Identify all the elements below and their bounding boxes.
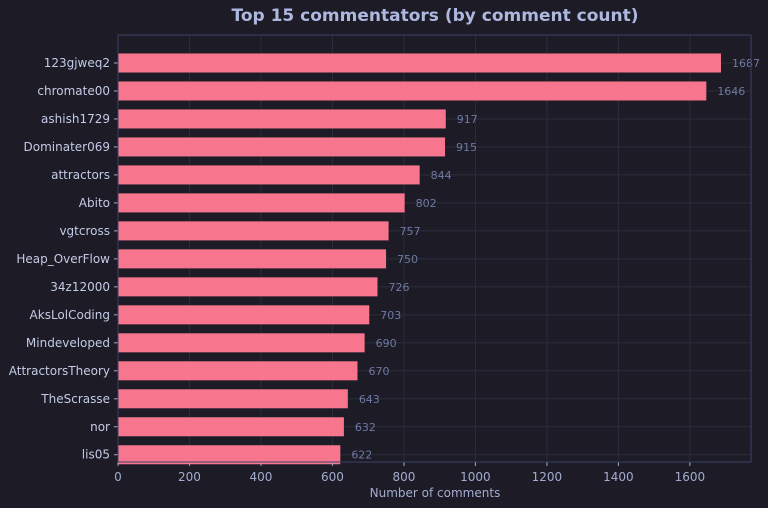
x-tick-label: 0 (114, 470, 122, 484)
data-label: 670 (368, 365, 389, 378)
y-tick-label: Heap_OverFlow (16, 252, 110, 266)
x-tick-label: 1200 (532, 470, 563, 484)
y-tick-label: ashish1729 (41, 112, 110, 126)
y-tick-label: TheScrasse (40, 392, 110, 406)
data-label: 1687 (732, 57, 760, 70)
data-label: 703 (380, 309, 401, 322)
data-label: 757 (400, 225, 421, 238)
x-tick-label: 1000 (460, 470, 491, 484)
data-label: 917 (457, 113, 478, 126)
x-tick-label: 200 (178, 470, 201, 484)
data-label: 690 (376, 337, 397, 350)
y-tick-label: Abito (79, 196, 110, 210)
data-label: 643 (359, 393, 380, 406)
bar (118, 81, 707, 101)
bar (118, 389, 348, 409)
data-label: 915 (456, 141, 477, 154)
bar (118, 193, 405, 213)
x-tick-label: 400 (250, 470, 273, 484)
bar (118, 445, 341, 465)
y-tick-label: AksLolCoding (30, 308, 110, 322)
y-tick-label: attractors (51, 168, 110, 182)
bar (118, 53, 721, 73)
data-label: 726 (388, 281, 409, 294)
y-axis-category-labels: 123gjweq2 chromate00 ashish1729 Dominater06… (9, 56, 118, 462)
y-tick-label: vgtcross (59, 224, 110, 238)
x-tick-label: 800 (392, 470, 415, 484)
bar (118, 109, 446, 129)
bar (118, 277, 378, 297)
plot-frame (117, 34, 752, 463)
chart-title: Top 15 commentators (by comment count) (232, 6, 639, 26)
x-tick-label: 1400 (603, 470, 634, 484)
data-label: 844 (431, 169, 452, 182)
y-tick-label: lis05 (82, 448, 110, 462)
bar (118, 221, 389, 241)
bar (118, 249, 387, 269)
bar (118, 333, 365, 353)
y-tick-label: AttractorsTheory (9, 364, 110, 378)
x-tick-label: 1600 (675, 470, 706, 484)
bar (118, 417, 344, 437)
y-tick-label: 123gjweq2 (44, 56, 110, 70)
data-labels: 1687 1646 917 915 844 802 757 750 726 703 690 670 64… (351, 57, 760, 462)
y-tick-label: Dominater069 (24, 140, 111, 154)
bars (118, 53, 721, 465)
x-tick-label: 600 (321, 470, 344, 484)
y-tick-label: chromate00 (37, 84, 110, 98)
data-label: 802 (416, 197, 437, 210)
bar (118, 361, 358, 381)
data-label: 622 (351, 449, 372, 462)
x-axis-ticks: 0 200 400 600 800 1000 1200 1400 1600 (114, 462, 705, 484)
bar (118, 165, 420, 185)
data-label: 632 (355, 421, 376, 434)
y-tick-label: Mindeveloped (26, 336, 110, 350)
data-label: 750 (397, 253, 418, 266)
x-axis-label: Number of comments (370, 486, 501, 500)
bar (118, 305, 370, 325)
y-tick-label: 34z12000 (50, 280, 110, 294)
data-label: 1646 (717, 85, 745, 98)
bar (118, 137, 446, 157)
y-tick-label: nor (90, 420, 110, 434)
